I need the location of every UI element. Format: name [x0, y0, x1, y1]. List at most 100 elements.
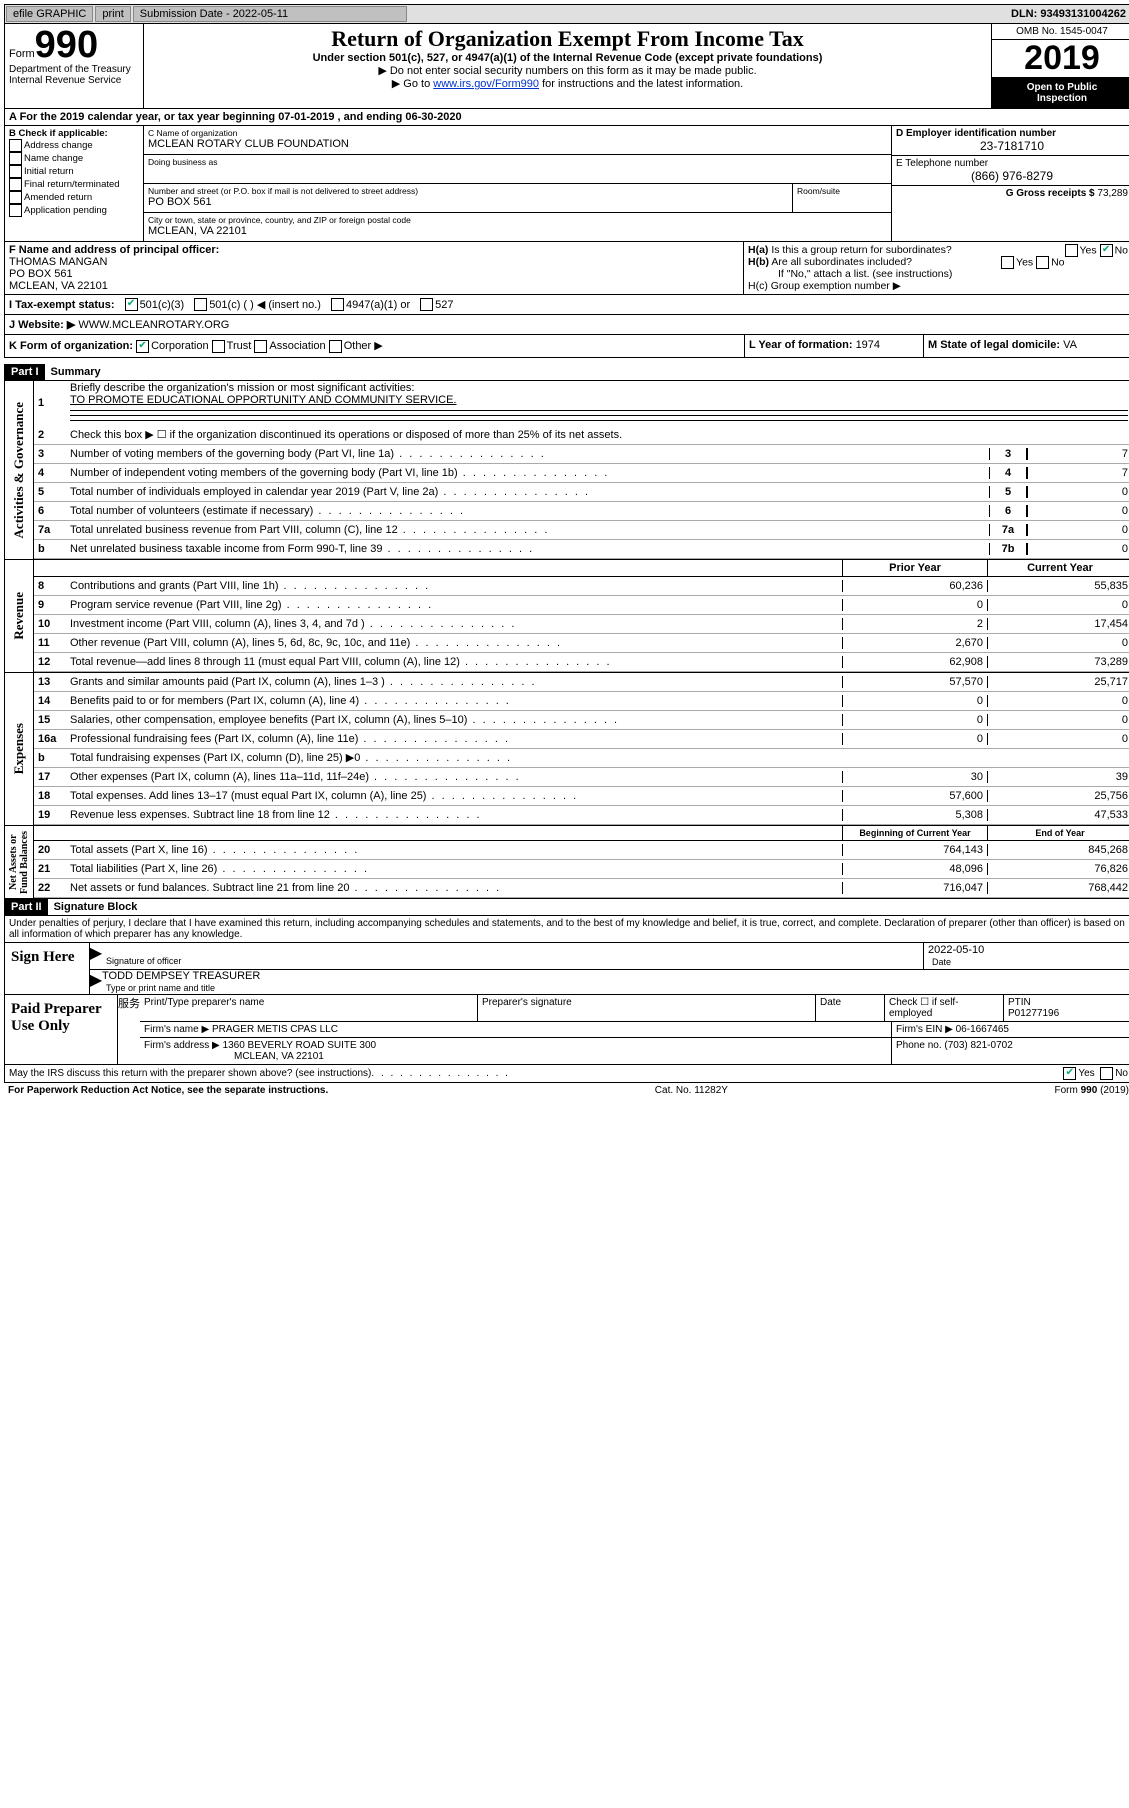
perjury-declaration: Under penalties of perjury, I declare th…	[4, 916, 1129, 943]
print-button[interactable]: print	[95, 6, 130, 22]
prior-value: 62,908	[842, 656, 987, 668]
firm-addr1: 1360 BEVERLY ROAD SUITE 300	[223, 1040, 377, 1051]
current-value: 768,442	[987, 882, 1129, 894]
part2-title: Signature Block	[48, 901, 138, 913]
current-value: 0	[987, 695, 1129, 707]
part2-label: Part II	[5, 899, 48, 915]
tax-year: 2019	[992, 40, 1129, 78]
footer-paperwork: For Paperwork Reduction Act Notice, see …	[8, 1085, 328, 1096]
prior-value: 60,236	[842, 580, 987, 592]
paid-preparer-label: Paid Preparer Use Only	[5, 995, 118, 1064]
ein-label: D Employer identification number	[896, 128, 1056, 139]
current-value: 845,268	[987, 844, 1129, 856]
head-end: End of Year	[987, 826, 1129, 840]
sig-date-value: 2022-05-10	[928, 944, 1128, 956]
footer-form: Form 990 (2019)	[1055, 1085, 1129, 1096]
prior-value: 0	[842, 695, 987, 707]
public-inspection-2: Inspection	[994, 93, 1129, 104]
line-desc: Revenue less expenses. Subtract line 18 …	[66, 808, 842, 822]
current-value: 76,826	[987, 863, 1129, 875]
street-value: PO BOX 561	[148, 196, 788, 210]
head-current: Current Year	[987, 560, 1129, 576]
current-value: 0	[987, 714, 1129, 726]
dba-label: Doing business as	[148, 157, 887, 167]
head-beginning: Beginning of Current Year	[842, 826, 987, 840]
tax-status-label: I Tax-exempt status:	[9, 299, 115, 311]
current-value: 17,454	[987, 618, 1129, 630]
website-label: J Website: ▶	[9, 318, 75, 331]
current-value: 73,289	[987, 656, 1129, 668]
prior-value: 764,143	[842, 844, 987, 856]
line-value: 7	[1027, 467, 1129, 479]
current-value: 55,835	[987, 580, 1129, 592]
prep-date-header: Date	[815, 995, 884, 1021]
form-subtitle: Under section 501(c), 527, or 4947(a)(1)…	[150, 52, 985, 64]
side-expenses: Expenses	[9, 719, 29, 778]
line-value: 0	[1027, 543, 1129, 555]
self-employed-check: Check ☐ if self-employed	[884, 995, 1003, 1021]
line-desc: Number of voting members of the governin…	[66, 447, 989, 461]
ssn-hint: Do not enter social security numbers on …	[150, 64, 985, 77]
omb-number: OMB No. 1545-0047	[992, 24, 1129, 40]
firm-ein: 06-1667465	[956, 1024, 1009, 1035]
hb-hint: If "No," attach a list. (see instruction…	[748, 268, 1128, 280]
dept-treasury: Department of the Treasury	[9, 64, 139, 75]
sig-date-label: Date	[928, 956, 1128, 968]
footer-catno: Cat. No. 11282Y	[655, 1085, 728, 1096]
line-desc: Salaries, other compensation, employee b…	[66, 713, 842, 727]
firm-addr2: MCLEAN, VA 22101	[144, 1051, 324, 1062]
q2-text: Check this box ▶ ☐ if the organization d…	[66, 427, 1129, 442]
org-name: MCLEAN ROTARY CLUB FOUNDATION	[148, 138, 887, 152]
city-label: City or town, state or province, country…	[148, 215, 887, 225]
side-revenue: Revenue	[9, 588, 29, 644]
q1-label: Briefly describe the organization's miss…	[70, 382, 414, 394]
line-desc: Other revenue (Part VIII, column (A), li…	[66, 636, 842, 650]
part1-title: Summary	[45, 366, 101, 378]
street-label: Number and street (or P.O. box if mail i…	[148, 186, 788, 196]
tel-label: E Telephone number	[896, 158, 988, 169]
prior-value: 30	[842, 771, 987, 783]
prior-value: 0	[842, 599, 987, 611]
prep-name-header: Print/Type preparer's name	[140, 995, 477, 1021]
current-value: 0	[987, 733, 1129, 745]
prior-value: 5,308	[842, 809, 987, 821]
form-label: Form	[9, 48, 35, 60]
form-number: 990	[35, 26, 98, 64]
line-desc: Net unrelated business taxable income fr…	[66, 542, 989, 556]
line-value: 7	[1027, 448, 1129, 460]
dln-label: DLN: 93493131004262	[1005, 6, 1129, 22]
sig-officer-label: Signature of officer	[102, 955, 923, 967]
k-label: K Form of organization:	[9, 340, 133, 352]
prior-value: 2	[842, 618, 987, 630]
officer-addr2: MCLEAN, VA 22101	[9, 280, 739, 292]
officer-name-typed: TODD DEMPSEY TREASURER	[102, 970, 1129, 982]
efile-graphic-label: efile GRAPHIC	[6, 6, 93, 22]
prior-value: 48,096	[842, 863, 987, 875]
gross-label: G Gross receipts $	[1006, 188, 1098, 199]
topbar: efile GRAPHIC print Submission Date - 20…	[4, 4, 1129, 24]
current-value: 0	[987, 599, 1129, 611]
side-governance: Activities & Governance	[9, 398, 29, 542]
line-desc: Total expenses. Add lines 13–17 (must eq…	[66, 789, 842, 803]
line-desc: Other expenses (Part IX, column (A), lin…	[66, 770, 842, 784]
line-desc: Net assets or fund balances. Subtract li…	[66, 881, 842, 895]
tel-value: (866) 976-8279	[896, 169, 1128, 183]
current-value: 25,717	[987, 676, 1129, 688]
gross-value: 73,289	[1097, 188, 1128, 199]
prior-value: 0	[842, 714, 987, 726]
line-desc: Total unrelated business revenue from Pa…	[66, 523, 989, 537]
side-net-assets: Net Assets or Fund Balances	[6, 826, 32, 898]
prior-value: 57,600	[842, 790, 987, 802]
state-domicile: VA	[1063, 339, 1077, 351]
current-value: 47,533	[987, 809, 1129, 821]
form-title: Return of Organization Exempt From Incom…	[150, 26, 985, 52]
line-desc: Total fundraising expenses (Part IX, col…	[66, 750, 842, 765]
discuss-label: May the IRS discuss this return with the…	[9, 1068, 371, 1079]
prep-sig-header: Preparer's signature	[477, 995, 815, 1021]
line-desc: Program service revenue (Part VIII, line…	[66, 598, 842, 612]
firm-phone: (703) 821-0702	[944, 1040, 1012, 1051]
irs-link[interactable]: www.irs.gov/Form990	[433, 78, 539, 90]
current-value: 39	[987, 771, 1129, 783]
line-desc: Total assets (Part X, line 16)	[66, 843, 842, 857]
line-desc: Total number of volunteers (estimate if …	[66, 504, 989, 518]
